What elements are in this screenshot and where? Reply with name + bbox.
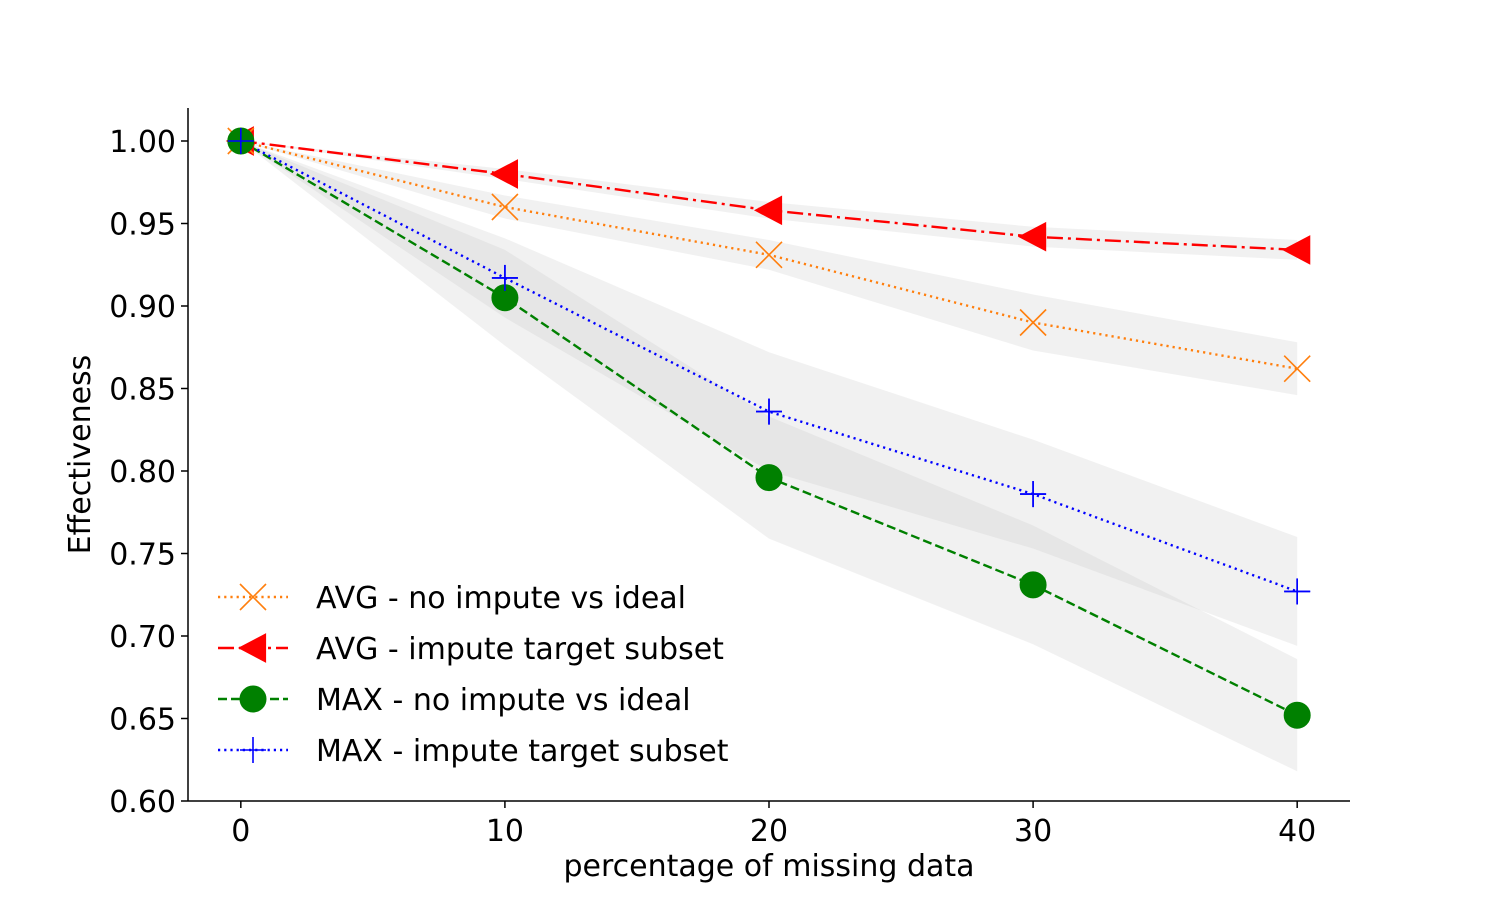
legend-label: AVG - impute target subset [316,632,724,667]
data-point [753,195,783,226]
legend-label: MAX - no impute vs ideal [316,683,691,718]
y-tick-label: 0.85 [109,373,176,408]
legend-label: MAX - impute target subset [316,734,729,769]
data-point [239,583,267,611]
data-point [1019,308,1047,337]
x-axis-title: percentage of missing data [563,849,974,884]
y-tick-label: 0.60 [109,785,176,820]
y-axis-ticks: 0.60 0.65 0.70 0.75 0.80 0.85 0.90 0.95 1.00 [109,125,188,820]
data-point [1284,578,1311,605]
confidence-band [240,141,1298,396]
y-tick-label: 0.90 [109,290,176,325]
y-tick-label: 0.70 [109,620,176,655]
x-tick-label: 10 [486,814,524,849]
series-markers [225,126,1311,729]
data-point [755,464,783,492]
legend-item: MAX - no impute vs ideal [218,683,691,718]
legend-item: AVG - no impute vs ideal [218,581,686,616]
y-tick-label: 0.95 [109,208,176,243]
legend-label: AVG - no impute vs ideal [316,581,686,616]
data-point [1283,355,1311,383]
data-point [227,128,254,154]
y-tick-label: 0.75 [109,538,176,573]
data-point [756,398,782,425]
data-point [1283,701,1311,729]
y-tick-label: 0.80 [109,455,176,490]
data-point [239,685,267,713]
data-point [1020,481,1047,508]
data-point [240,737,266,763]
legend-item: AVG - impute target subset [218,632,724,667]
y-tick-label: 0.65 [109,703,176,738]
data-point [1018,221,1047,252]
data-point [491,264,518,291]
data-point [1282,235,1311,265]
data-point [1019,571,1047,599]
x-tick-label: 0 [231,814,250,849]
x-tick-label: 40 [1278,814,1316,849]
data-point [491,193,519,221]
data-point [755,241,783,269]
legend: AVG - no impute vs ideal AVG - impute tar… [218,581,729,769]
x-tick-label: 30 [1014,814,1052,849]
y-axis-title: Effectiveness [63,355,98,555]
data-point [237,633,267,663]
x-axis-ticks: 0 10 20 30 40 [231,801,1316,849]
x-tick-label: 20 [750,814,788,849]
data-point [489,159,519,189]
legend-item: MAX - impute target subset [218,734,729,769]
y-tick-label: 1.00 [109,125,176,160]
